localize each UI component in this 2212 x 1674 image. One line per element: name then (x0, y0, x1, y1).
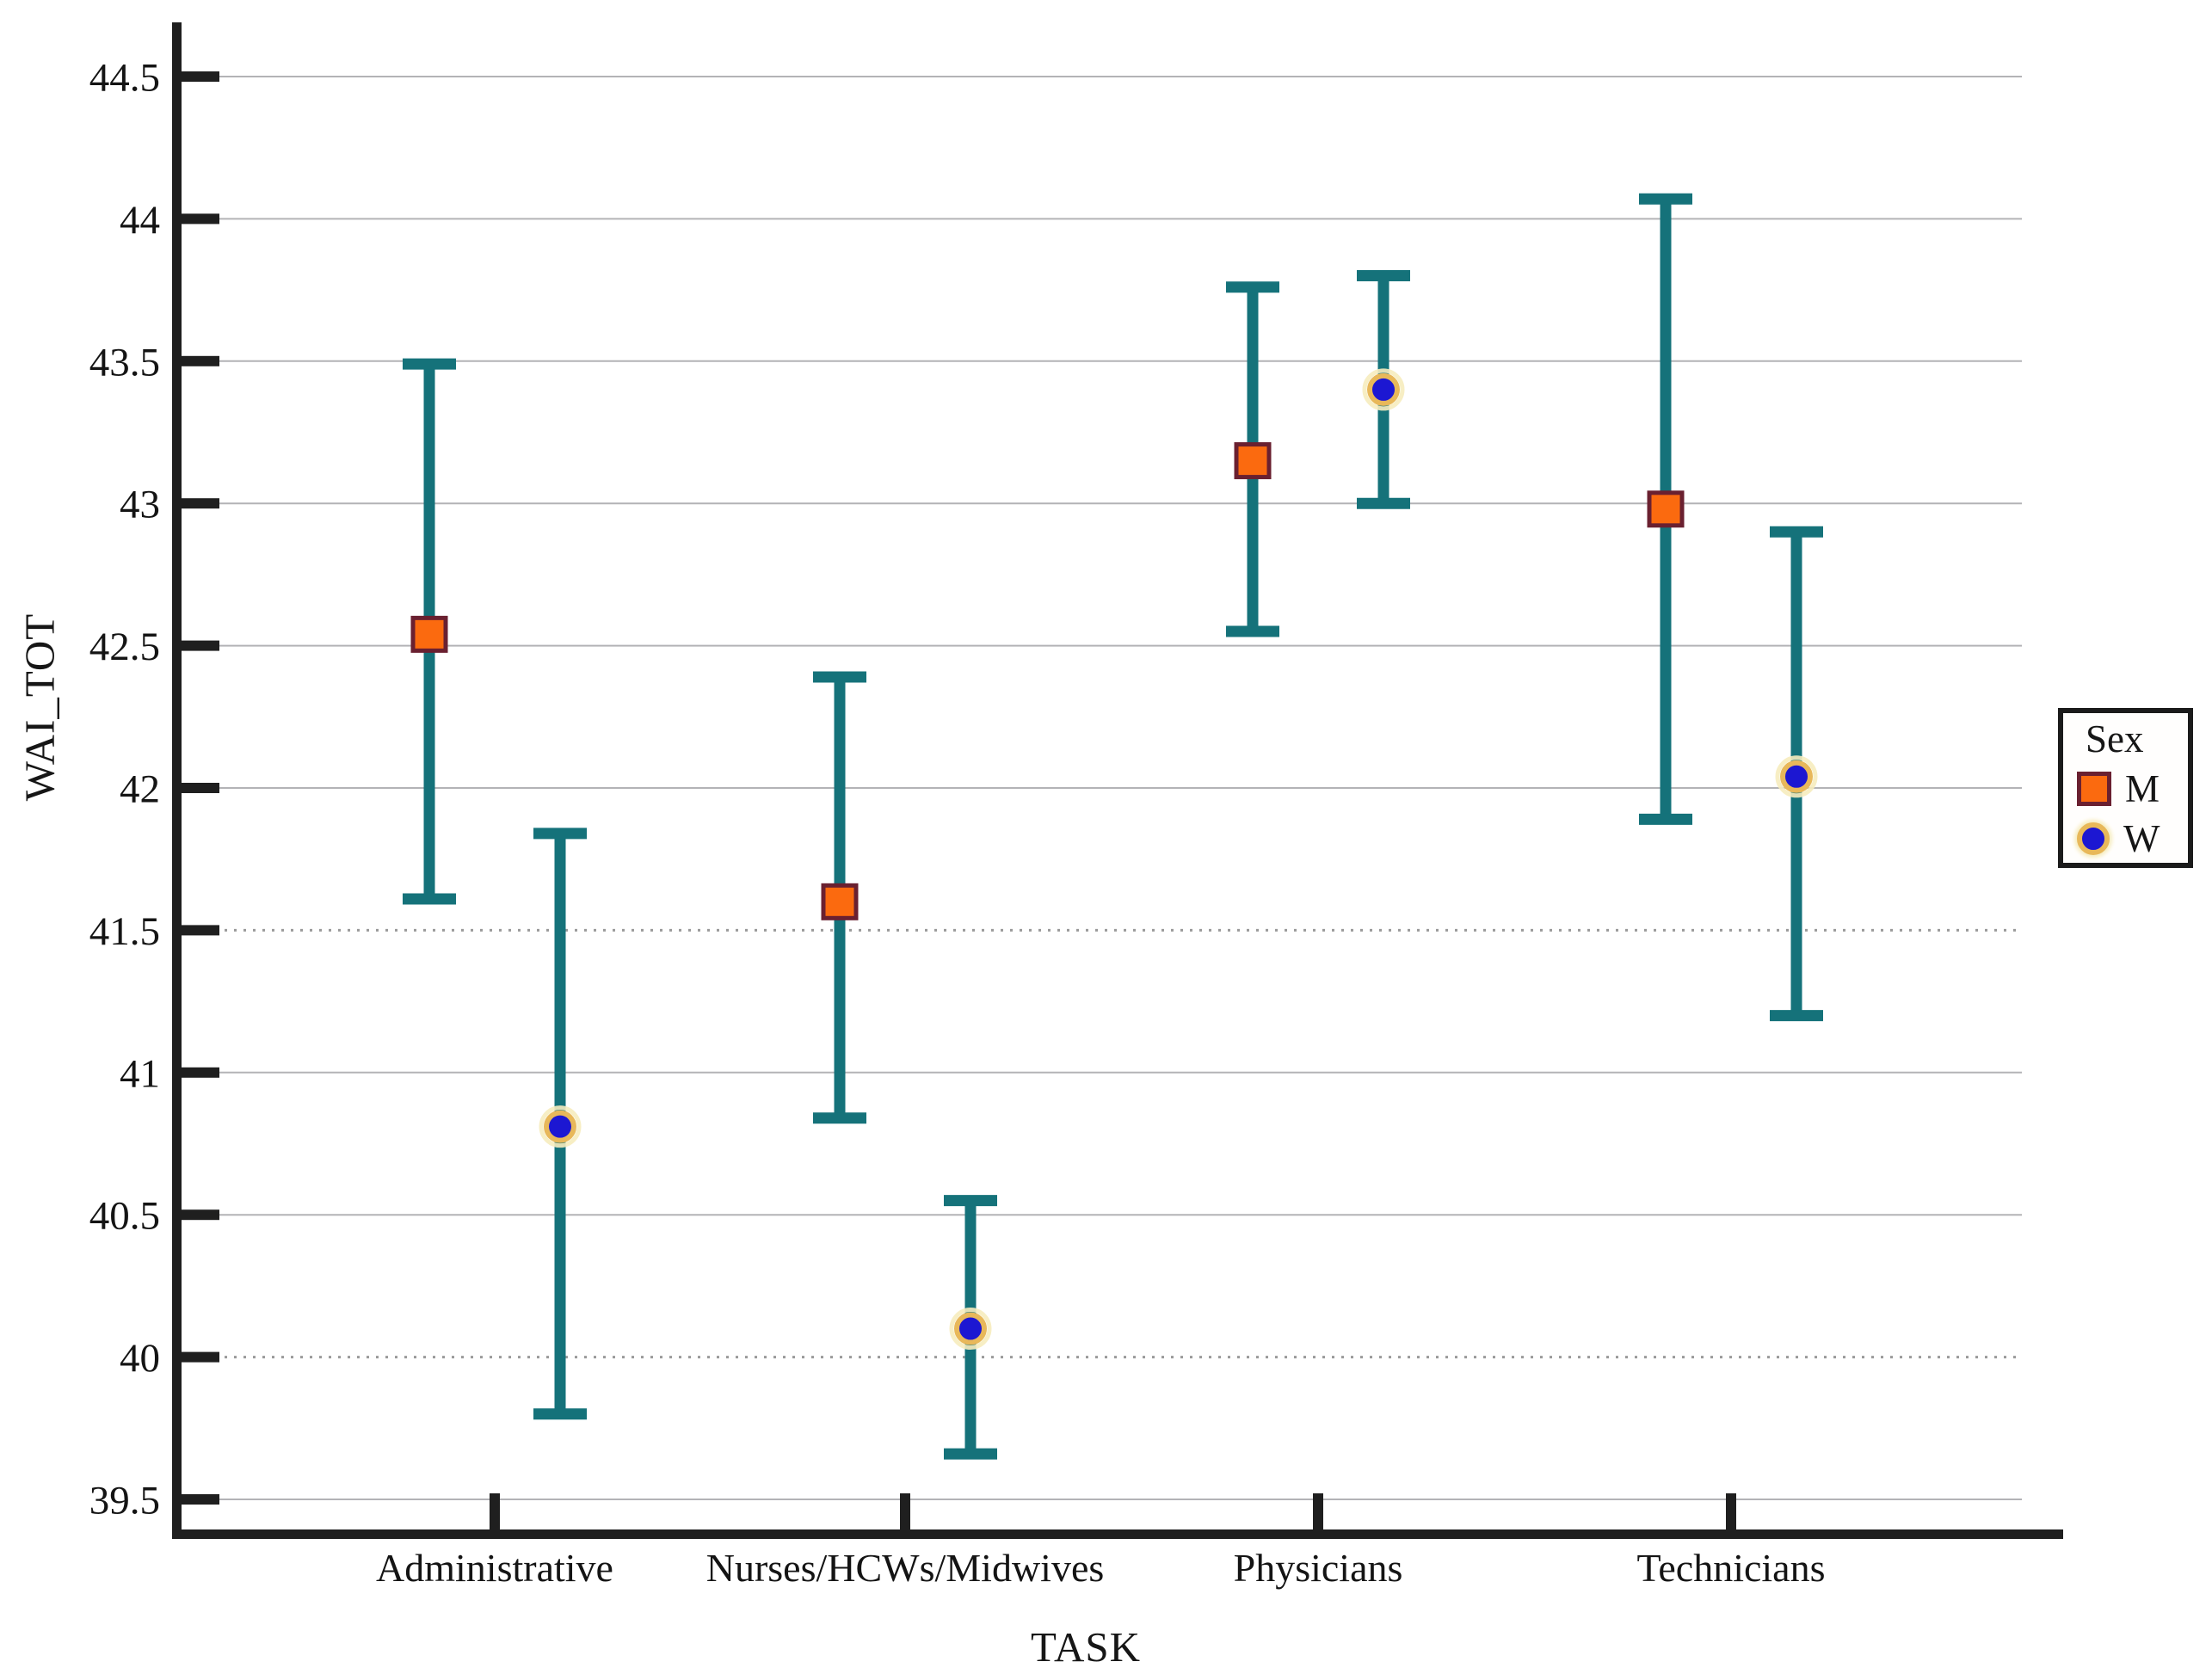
marker-circle-w (954, 1312, 987, 1345)
y-tick-label: 40 (120, 1336, 160, 1381)
y-tick-label: 40.5 (89, 1194, 160, 1239)
marker-square-m (1647, 490, 1685, 528)
x-tick (1726, 1493, 1736, 1529)
y-tick (182, 213, 219, 225)
y-tick (182, 1351, 219, 1363)
legend-square-swatch-icon (2077, 772, 2111, 806)
legend-circle-swatch-icon (2077, 822, 2110, 855)
y-tick (182, 355, 219, 366)
marker-square-m (1234, 442, 1272, 480)
y-tick (182, 498, 219, 509)
x-axis-spine (172, 1529, 2063, 1539)
x-tick (900, 1493, 910, 1529)
x-category-label: Administrative (376, 1546, 613, 1590)
legend-label-w: W (2123, 817, 2160, 860)
legend-entry-m: M (2077, 766, 2181, 811)
legend-label-m: M (2125, 767, 2160, 810)
x-tick (1313, 1493, 1323, 1529)
x-category-label: Physicians (1234, 1546, 1403, 1590)
legend-box: Sex M W (2058, 708, 2193, 868)
x-category-label: Nurses/HCWs/Midwives (706, 1546, 1105, 1590)
y-tick (182, 1067, 219, 1078)
marker-circle-halo (949, 1308, 992, 1351)
y-tick (182, 1209, 219, 1221)
marker-circle-halo (539, 1105, 582, 1148)
y-tick (182, 783, 219, 793)
x-category-label: Technicians (1636, 1546, 1825, 1590)
y-tick-label: 41.5 (89, 909, 160, 954)
y-axis-spine (172, 22, 182, 1539)
y-tick-label: 44.5 (89, 55, 160, 100)
y-tick (182, 1494, 219, 1505)
y-tick (182, 71, 219, 82)
marker-circle-w (544, 1110, 576, 1143)
marker-circle-w (1780, 760, 1813, 793)
x-axis-title: TASK (1030, 1623, 1142, 1671)
marker-square-m (821, 883, 859, 920)
marker-circle-halo (1362, 368, 1405, 411)
y-tick-label: 43 (120, 483, 160, 527)
y-tick-label: 44 (120, 198, 160, 243)
y-tick-label: 43.5 (89, 340, 160, 385)
y-tick-label: 41 (120, 1051, 160, 1096)
legend-title: Sex (2086, 717, 2144, 760)
marker-circle-w (1367, 372, 1400, 406)
y-tick-label: 42 (120, 766, 160, 811)
marker-square-m (410, 615, 448, 653)
y-tick-label: 39.5 (89, 1478, 160, 1523)
y-axis-title: WAI_TOT (15, 612, 64, 802)
x-tick (490, 1493, 500, 1529)
legend-entry-w: W (2077, 816, 2181, 861)
y-tick (182, 640, 219, 651)
marker-circle-halo (1775, 755, 1818, 798)
y-tick-label: 42.5 (89, 625, 160, 669)
y-tick (182, 925, 219, 936)
